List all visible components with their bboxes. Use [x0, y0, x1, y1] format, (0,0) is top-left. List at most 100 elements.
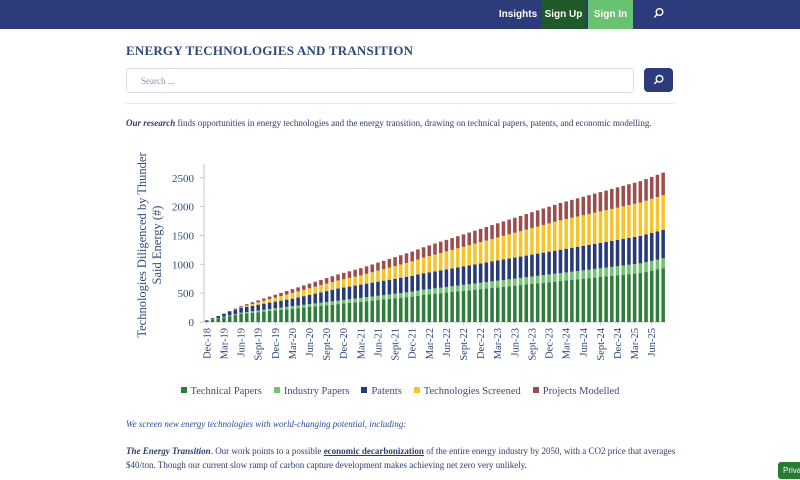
- sign-in-button[interactable]: Sign In: [588, 0, 633, 29]
- x-tick-label: Dec-23: [545, 328, 556, 359]
- bar-segment-patents: [627, 237, 631, 265]
- bar-segment-patents: [421, 273, 426, 290]
- x-tick-label: Mar-20: [288, 328, 299, 359]
- bar-segment-patents: [461, 266, 466, 285]
- bar-segment-projects-modelled: [245, 304, 249, 306]
- x-tick-label: Mar-25: [630, 328, 641, 359]
- bar-segment-technical-papers: [319, 305, 323, 322]
- bar-segment-technical-papers: [296, 308, 300, 322]
- bar-segment-technical-papers: [610, 275, 614, 322]
- bar-segment-patents: [250, 305, 255, 312]
- privacy-button[interactable]: Priva: [778, 462, 800, 479]
- bar-segment-industry-papers: [267, 308, 272, 312]
- bar-segment-patents: [649, 232, 654, 261]
- intro-lead: Our research: [126, 118, 176, 128]
- bar-segment-industry-papers: [513, 278, 517, 286]
- bar-segment-technologies-screened: [267, 299, 272, 303]
- bar-segment-technologies-screened: [467, 245, 471, 266]
- bar-segment-technical-papers: [484, 288, 489, 322]
- intro-paragraph: Our research finds opportunities in ener…: [126, 116, 674, 130]
- bar-segment-projects-modelled: [575, 198, 580, 217]
- bar-segment-projects-modelled: [547, 206, 551, 224]
- bar-segment-patents: [233, 309, 238, 315]
- bar-segment-technologies-screened: [370, 272, 375, 283]
- bar-segment-technical-papers: [587, 278, 591, 322]
- search-submit-button[interactable]: [644, 68, 673, 92]
- bar-segment-patents: [313, 293, 317, 304]
- bar-segment-industry-papers: [644, 262, 648, 272]
- bar-segment-patents: [558, 249, 563, 274]
- bar-segment-projects-modelled: [450, 238, 454, 250]
- bar-segment-industry-papers: [245, 311, 249, 314]
- bar-segment-technical-papers: [353, 302, 357, 322]
- bar-segment-technologies-screened: [621, 206, 625, 239]
- bar-segment-projects-modelled: [410, 251, 414, 262]
- bar-segment-projects-modelled: [416, 249, 420, 260]
- bar-segment-technical-papers: [387, 298, 392, 322]
- bar-segment-industry-papers: [581, 270, 586, 279]
- bar-segment-technical-papers: [336, 304, 340, 322]
- bar-segment-technical-papers: [427, 294, 432, 322]
- bar-segment-projects-modelled: [644, 179, 648, 201]
- bar-segment-industry-papers: [416, 290, 420, 296]
- bar-segment-patents: [524, 255, 529, 278]
- bar-segment-projects-modelled: [376, 262, 380, 271]
- search-input[interactable]: [139, 69, 623, 92]
- bar-segment-technologies-screened: [564, 219, 568, 249]
- bar-segment-industry-papers: [273, 308, 278, 311]
- bar-segment-industry-papers: [421, 289, 426, 295]
- bar-segment-projects-modelled: [313, 281, 317, 287]
- bar-segment-industry-papers: [592, 268, 597, 278]
- bar-segment-patents: [530, 254, 534, 277]
- economic-decarbonization-link[interactable]: economic decarbonization: [323, 446, 424, 456]
- x-tick-label: Sept-22: [459, 328, 470, 361]
- bar-segment-industry-papers: [615, 266, 620, 276]
- bar-segment-industry-papers: [279, 307, 283, 310]
- bar-segment-projects-modelled: [587, 195, 591, 214]
- bar-segment-industry-papers: [587, 269, 591, 279]
- bar-segment-patents: [490, 261, 494, 282]
- bar-segment-technologies-screened: [319, 285, 323, 293]
- bar-segment-patents: [501, 259, 506, 280]
- bar-segment-technical-papers: [450, 292, 454, 322]
- bar-segment-technologies-screened: [416, 259, 420, 275]
- bar-segment-technologies-screened: [330, 282, 335, 290]
- nav-search-button[interactable]: [648, 0, 670, 29]
- search-field[interactable]: [126, 68, 634, 93]
- bar-segment-projects-modelled: [501, 221, 506, 236]
- bar-segment-industry-papers: [558, 273, 563, 282]
- bar-segment-projects-modelled: [592, 193, 597, 213]
- legend-swatch: [361, 387, 368, 393]
- bar-segment-technical-papers: [245, 313, 249, 322]
- bar-segment-industry-papers: [427, 289, 432, 295]
- sign-up-button[interactable]: Sign Up: [542, 0, 585, 29]
- bar-segment-technical-papers: [359, 301, 363, 322]
- bar-segment-projects-modelled: [513, 217, 517, 233]
- bar-segment-projects-modelled: [393, 257, 397, 267]
- bar-segment-industry-papers: [233, 314, 238, 316]
- bar-segment-technologies-screened: [575, 216, 580, 247]
- bar-segment-patents: [393, 278, 397, 294]
- nav-insights-link[interactable]: Insights: [498, 9, 538, 20]
- bar-segment-patents: [598, 242, 603, 269]
- bar-segment-projects-modelled: [347, 271, 352, 278]
- bar-segment-industry-papers: [296, 305, 300, 309]
- bar-segment-technologies-screened: [615, 207, 620, 240]
- bar-segment-technical-papers: [461, 290, 466, 322]
- bar-segment-industry-papers: [507, 279, 511, 287]
- legend-item: Industry Papers: [273, 386, 349, 397]
- bar-segment-technical-papers: [284, 309, 289, 322]
- bar-segment-industry-papers: [250, 311, 255, 313]
- bar-segment-technical-papers: [313, 306, 317, 322]
- bar-segment-technologies-screened: [513, 232, 517, 258]
- bar-segment-technical-papers: [307, 307, 312, 322]
- bar-segment-industry-papers: [410, 291, 414, 297]
- x-tick-label: Jun-22: [442, 328, 453, 357]
- y-tick-label: 2000: [172, 202, 195, 214]
- bar-segment-technologies-screened: [273, 297, 278, 302]
- bar-segment-patents: [370, 282, 375, 297]
- x-tick-label: Mar-24: [562, 327, 573, 359]
- bar-segment-technologies-screened: [336, 280, 340, 289]
- bar-segment-technical-papers: [273, 310, 278, 322]
- bar-segment-technologies-screened: [245, 305, 249, 307]
